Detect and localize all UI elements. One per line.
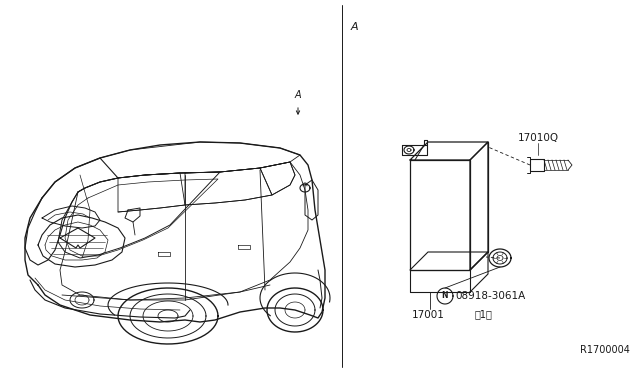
Text: 17001: 17001	[412, 310, 445, 320]
Text: N: N	[442, 292, 448, 301]
Text: A: A	[351, 22, 358, 32]
Text: A: A	[294, 90, 301, 100]
Text: 17010Q: 17010Q	[517, 133, 559, 143]
Text: R1700004: R1700004	[580, 345, 630, 355]
Text: （1）: （1）	[475, 309, 493, 319]
Text: 08918-3061A: 08918-3061A	[455, 291, 525, 301]
